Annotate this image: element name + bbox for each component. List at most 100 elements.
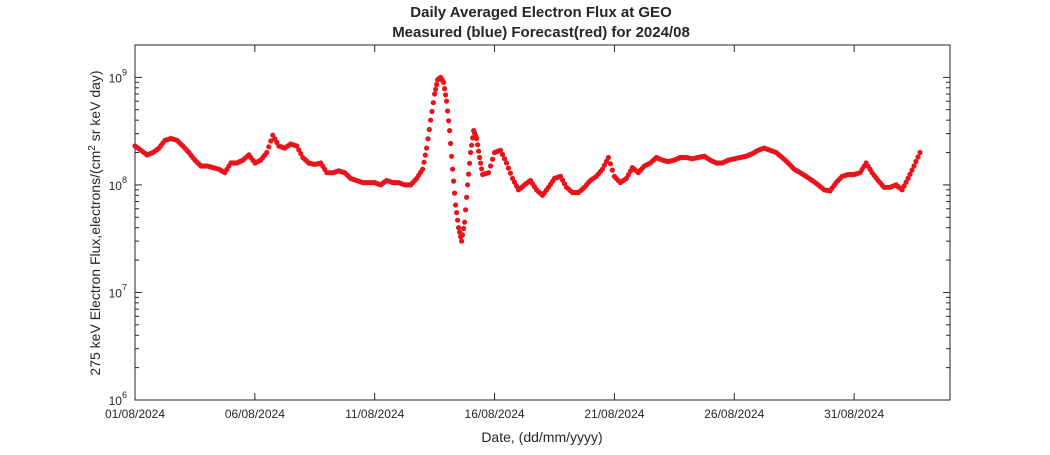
x-tick-label: 06/08/2024 [225,407,285,421]
data-point [907,171,913,177]
data-point [911,163,917,169]
x-axis-label: Date, (dd/mm/yyyy) [481,429,602,445]
data-point [451,178,457,184]
data-point [266,144,272,150]
data-point [609,167,616,173]
data-point [433,86,439,92]
y-tick-exponent: 7 [122,282,127,292]
data-point [424,145,430,151]
data-point [446,118,452,124]
data-point [474,135,480,142]
data-point [467,160,473,166]
data-point [505,165,512,171]
data-point [488,163,494,169]
x-axis: 01/08/2024 06/08/2024 11/08/2024 16/08/2024… [105,45,884,421]
data-point [429,108,435,115]
data-point [298,151,304,157]
y-tick-exponent: 6 [122,390,127,400]
data-point [603,158,610,164]
data-point [468,149,474,156]
data-point [444,98,450,104]
data-point [450,166,456,172]
data-point [420,166,426,172]
x-tick-label: 26/08/2024 [704,407,764,421]
data-point [917,149,923,156]
y-tick-base: 10 [109,179,123,193]
data-point [905,175,911,181]
data-point [475,142,481,148]
data-point [434,81,440,88]
data-point [460,232,466,238]
y-tick-exponent: 9 [122,67,127,77]
y-axis-label: 275 keV Electron Flux,electrons/(cm2 sr … [87,70,104,375]
x-tick-label: 21/08/2024 [584,407,644,421]
data-point [486,170,492,176]
data-point [478,160,484,166]
data-point [459,238,465,244]
data-point [464,194,470,200]
data-point [454,210,460,216]
y-tick-base: 10 [109,394,123,408]
y-tick-exponent: 8 [122,175,127,185]
data-point [443,92,449,98]
data-point [605,154,612,161]
chart-subtitle: Measured (blue) Forecast(red) for 2024/0… [392,24,690,41]
data-point [601,162,608,168]
data-point [425,136,431,142]
data-point [501,156,508,162]
data-point [915,154,921,160]
data-point [449,153,455,159]
data-point [503,160,510,166]
data-point [469,142,475,148]
data-point [422,152,428,158]
y-axis-label-prefix: 275 keV Electron Flux,electrons/(cm [87,151,103,376]
plot-area [134,44,951,401]
y-tick-label: 106 [109,390,127,408]
data-point [463,207,469,213]
data-point [430,100,436,106]
x-tick-label: 01/08/2024 [105,407,165,421]
data-point [442,86,448,92]
data-point [909,167,915,173]
data-point [913,158,919,165]
forecast-series [132,74,923,244]
x-tick-label: 31/08/2024 [824,407,884,421]
x-tick-label: 11/08/2024 [345,407,404,421]
data-point [448,140,454,147]
y-axis-label-suffix: sr keV day) [87,70,103,145]
data-point [264,149,270,156]
data-point [461,225,467,232]
data-point [453,202,459,208]
y-tick-label: 107 [109,282,127,300]
data-point [268,138,274,144]
data-point [452,190,458,196]
data-point [426,126,432,133]
data-point [490,156,496,162]
data-point [477,154,483,161]
y-axis-label-superscript: 2 [87,145,98,151]
data-point [507,170,514,176]
data-point [428,117,434,123]
chart-title: Daily Averaged Electron Flux at GEO [410,4,672,21]
data-point [465,182,471,188]
data-point [499,151,506,158]
x-tick-label: 16/08/2024 [465,407,525,421]
data-point [599,166,606,172]
data-point [455,217,461,223]
data-point [441,79,447,85]
data-point [476,148,482,154]
y-tick-label: 109 [109,67,127,85]
data-point [607,161,614,167]
data-point [462,219,468,225]
data-point [466,171,472,177]
data-point [479,166,485,172]
data-point [445,108,451,114]
data-point [456,225,462,231]
data-point [498,147,504,153]
data-point [432,91,438,97]
data-point [447,128,453,134]
data-point [421,159,427,165]
